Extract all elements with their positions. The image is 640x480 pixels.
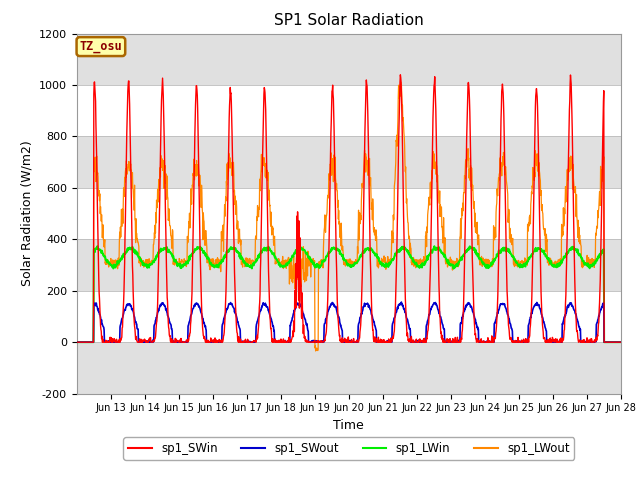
Title: SP1 Solar Radiation: SP1 Solar Radiation [274, 13, 424, 28]
Bar [77, 34, 621, 85]
Legend: sp1_SWin, sp1_SWout, sp1_LWin, sp1_LWout: sp1_SWin, sp1_SWout, sp1_LWin, sp1_LWout [124, 437, 574, 460]
Bar [77, 342, 621, 394]
Bar [77, 240, 621, 291]
X-axis label: Time: Time [333, 419, 364, 432]
Bar [77, 136, 621, 188]
Text: TZ_osu: TZ_osu [79, 40, 122, 53]
Y-axis label: Solar Radiation (W/m2): Solar Radiation (W/m2) [20, 141, 33, 287]
